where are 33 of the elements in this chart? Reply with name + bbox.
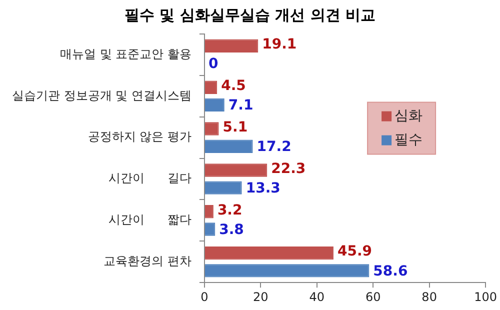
bar bbox=[204, 264, 370, 278]
data-label: 58.6 bbox=[373, 263, 408, 280]
x-tick-label: 60 bbox=[365, 290, 381, 304]
data-label: 13.3 bbox=[246, 180, 280, 196]
data-label: 22.3 bbox=[271, 160, 306, 177]
x-tick-label: 20 bbox=[253, 290, 268, 304]
legend-label: 필수 bbox=[394, 132, 423, 148]
x-tick-label: 80 bbox=[422, 290, 437, 304]
chart-title: 필수 및 심화실무실습 개선 의견 비교 bbox=[123, 6, 377, 25]
bar bbox=[204, 140, 253, 153]
bar bbox=[204, 164, 268, 177]
data-label: 45.9 bbox=[337, 244, 372, 260]
data-label: 3.8 bbox=[219, 222, 244, 238]
data-label: 4.5 bbox=[221, 78, 246, 94]
y-tick-label: 실습기관 정보공개 및 연결시스템 bbox=[12, 88, 192, 102]
legend-label: 심화 bbox=[394, 108, 423, 124]
x-tick-label: 40 bbox=[309, 290, 325, 304]
x-tick-label: 100 bbox=[474, 290, 497, 304]
data-label: 5.1 bbox=[222, 119, 248, 136]
data-label: 3.2 bbox=[217, 202, 242, 218]
data-label: 17.2 bbox=[256, 139, 292, 156]
x-tick-label: 0 bbox=[200, 290, 208, 304]
data-label: 19.1 bbox=[262, 36, 297, 53]
y-tick-label: 시간이 짧다 bbox=[108, 212, 192, 227]
y-tick-label: 교육환경의 편차 bbox=[104, 254, 192, 268]
data-label: 0 bbox=[208, 56, 218, 72]
y-tick-label: 매뉴얼 및 표준교안 활용 bbox=[60, 46, 192, 61]
y-tick-label: 공정하지 않은 평가 bbox=[88, 130, 192, 144]
bar bbox=[204, 246, 334, 260]
y-tick-label: 시간이 길다 bbox=[108, 171, 192, 186]
data-label: 7.1 bbox=[228, 98, 254, 114]
bar bbox=[204, 39, 258, 53]
bar bbox=[204, 181, 242, 194]
